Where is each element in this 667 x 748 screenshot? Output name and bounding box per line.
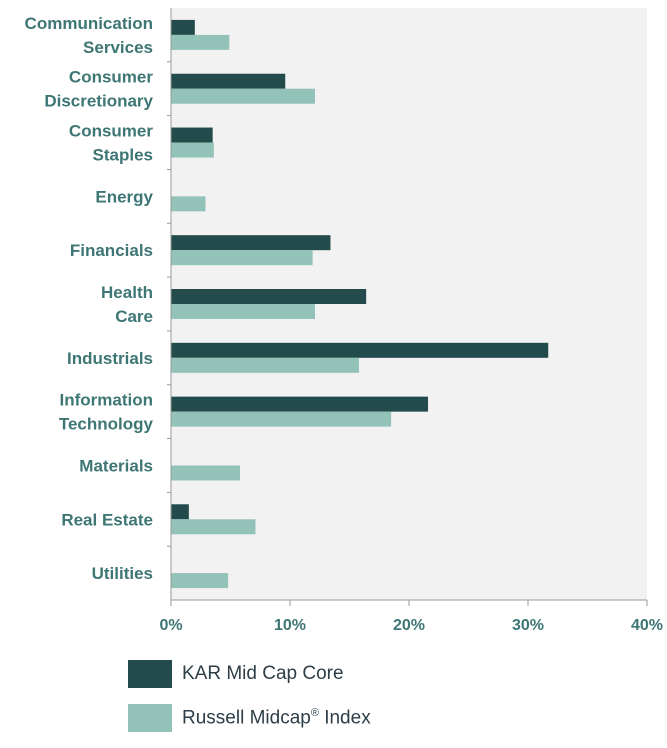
x-tick-label-4: 40% [631,617,663,634]
bar-kar-5 [171,289,367,304]
category-label-3-0: Energy [95,187,153,206]
bar-kar-7 [171,396,429,412]
bar-russell-9 [171,519,256,535]
category-label-6-0: Industrials [67,349,153,368]
x-tick-label-0: 0% [159,617,182,634]
bar-russell-10 [171,573,229,589]
category-label-0-0: Communication [25,14,153,33]
legend-label-russell-tail: Index [318,707,371,729]
category-labels: Communication Services Consumer Discretiona… [25,14,154,583]
x-tick-label-3: 30% [512,617,544,634]
bar-russell-0 [171,34,230,50]
bar-kar-9 [171,504,189,520]
bar-kar-2 [171,127,213,143]
legend-item-russell: Russell Midcap® Index [128,704,371,732]
sector-bar-chart: Communication Services Consumer Discretiona… [25,8,663,634]
bar-kar-1 [171,73,286,89]
legend: KAR Mid Cap Core Russell Midcap® Index [128,660,371,748]
category-label-1-0: Consumer [69,68,153,87]
category-label-8-0: Materials [79,456,153,475]
category-label-0-1: Services [83,38,153,57]
axes-group: 0% 10% 20% 30% 40% [159,8,663,634]
bar-russell-1 [171,88,315,104]
x-tick-label-2: 20% [393,617,425,634]
category-label-7-0: Information [60,391,154,410]
bar-russell-8 [171,465,241,481]
bar-russell-2 [171,142,214,158]
category-label-1-1: Discretionary [44,92,153,111]
bar-russell-4 [171,250,313,266]
category-label-2-1: Staples [93,146,153,165]
category-label-7-1: Technology [59,415,154,434]
bar-russell-5 [171,304,315,319]
category-label-9-0: Real Estate [61,510,153,529]
bar-russell-6 [171,357,360,373]
legend-label-kar: KAR Mid Cap Core [182,663,344,684]
legend-label-russell-main: Russell Midcap [182,707,311,729]
legend-swatch-kar [128,660,172,688]
bar-kar-4 [171,235,331,251]
x-tick-label-1: 10% [274,617,306,634]
category-label-4-0: Financials [70,241,153,260]
legend-item-kar: KAR Mid Cap Core [128,660,371,688]
category-label-5-1: Care [115,307,153,326]
category-label-10-0: Utilities [92,564,153,583]
bar-russell-7 [171,411,392,427]
bars-group [171,19,549,589]
bar-kar-6 [171,342,549,358]
category-label-5-0: Health [101,283,153,302]
legend-label-russell-mark: ® [310,706,319,719]
bar-kar-0 [171,19,195,35]
legend-swatch-russell [128,704,172,732]
category-label-2-0: Consumer [69,122,153,141]
bar-russell-3 [171,196,206,212]
legend-label-russell: Russell Midcap® Index [182,707,371,729]
